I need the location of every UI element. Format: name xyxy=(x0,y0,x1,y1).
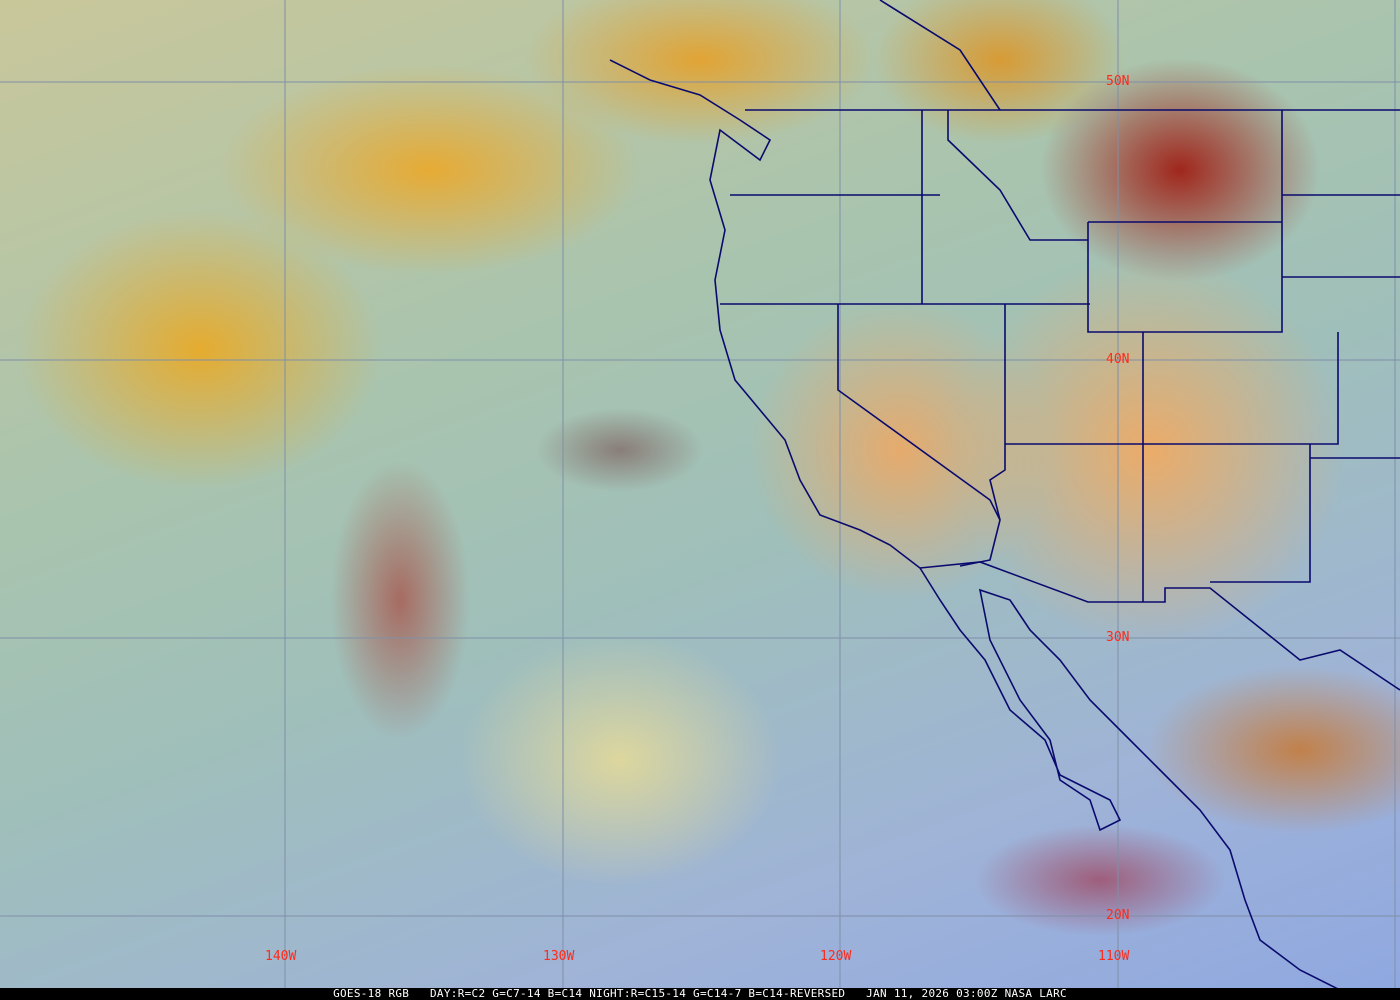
nevada-california-border xyxy=(837,304,1001,567)
timestamp: JAN 11, 2026 03:00Z xyxy=(866,987,998,1000)
rgb-recipe: DAY:R=C2 G=C7-14 B=C14 NIGHT:R=C15-14 G=… xyxy=(430,987,846,1000)
utah-arizona-borders xyxy=(989,304,1339,602)
lon-label-110w: 110W xyxy=(1098,949,1129,964)
lat-label-30n: 30N xyxy=(1106,630,1129,645)
lon-label-120w: 120W xyxy=(820,949,851,964)
grid-labels: 50N 40N 30N 20N 140W 130W 120W 110W xyxy=(265,74,1129,964)
canada-inland xyxy=(879,0,1001,111)
new-mexico-texas-border xyxy=(1210,444,1400,583)
lon-label-130w: 130W xyxy=(543,949,574,964)
lat-label-50n: 50N xyxy=(1106,74,1129,89)
montana-wyoming-border xyxy=(1087,110,1400,333)
data-source: NASA LARC xyxy=(1004,987,1067,1000)
caption-bar: GOES-18 RGB DAY:R=C2 G=C7-14 B=C14 NIGHT… xyxy=(0,988,1400,1000)
idaho-border xyxy=(921,110,1088,304)
lat-label-40n: 40N xyxy=(1106,352,1129,367)
coastlines-and-borders xyxy=(609,0,1400,988)
us-mexico-border xyxy=(919,561,1400,691)
lat-label-20n: 20N xyxy=(1106,908,1129,923)
satellite-name: GOES-18 RGB xyxy=(333,987,410,1000)
lon-label-140w: 140W xyxy=(265,949,296,964)
pacific-coastline xyxy=(609,59,1338,988)
